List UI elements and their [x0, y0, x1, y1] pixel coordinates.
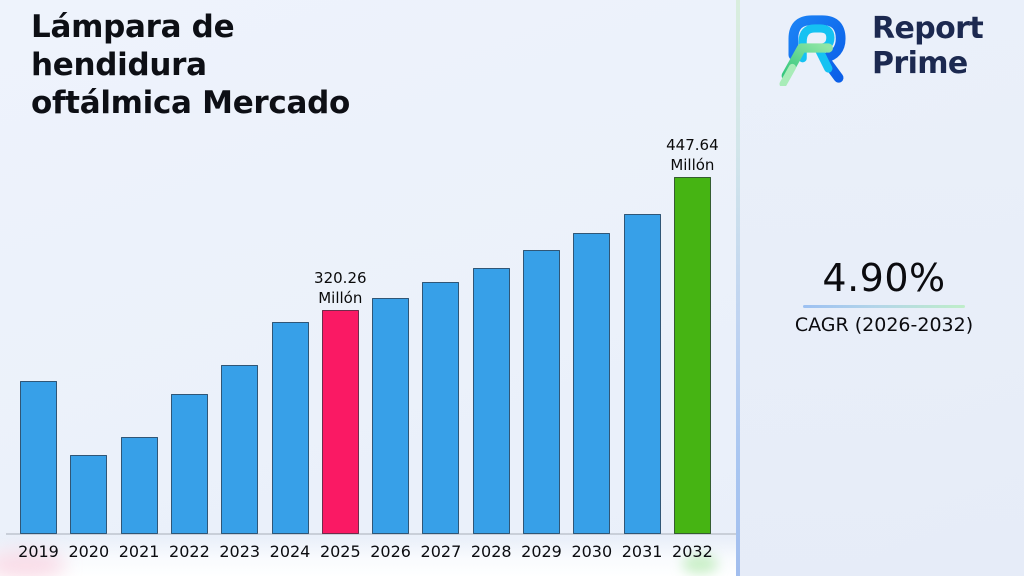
- x-tick-2021: 2021: [118, 542, 160, 561]
- bar-2025: [321, 310, 359, 534]
- x-tick-2029: 2029: [521, 542, 562, 561]
- value-label-line: 447.64: [666, 136, 719, 155]
- bar-2022: [170, 394, 208, 534]
- x-tick-2023: 2023: [219, 542, 261, 561]
- x-axis-line: [6, 533, 736, 535]
- x-tick-2024: 2024: [269, 542, 311, 561]
- bar-2028: [472, 267, 510, 534]
- x-tick-2027: 2027: [420, 542, 462, 561]
- title-line-1: Lámpara de: [31, 9, 235, 45]
- value-label-line: Millón: [318, 289, 363, 308]
- logo: Report Prime: [776, 10, 1006, 86]
- x-tick-2031: 2031: [621, 542, 663, 561]
- watermark-smudge-green: [682, 554, 718, 574]
- bar-2026: [372, 298, 410, 534]
- value-label-2032: 447.64 Millón: [637, 135, 747, 175]
- report-prime-logo-icon: [779, 15, 846, 86]
- x-tick-2028: 2028: [470, 542, 512, 561]
- bar-chart: 2019 2020 2021 2022 2023 2024 2025 2026 2027 2028…: [6, 136, 736, 561]
- bar-2019: [20, 380, 57, 534]
- info-panel: Report Prime 4.90% CAGR (2026-2032): [740, 0, 1024, 576]
- cagr-block: 4.90% CAGR (2026-2032): [774, 256, 994, 336]
- bar-2021: [120, 436, 158, 534]
- value-label-line: Millón: [670, 156, 715, 175]
- bar-2024: [271, 322, 309, 534]
- bar-2027: [422, 282, 460, 534]
- x-tick-2022: 2022: [169, 542, 210, 561]
- value-label-2025: 320.26 Millón: [285, 268, 395, 308]
- bar-2030: [573, 233, 611, 534]
- x-tick-2019: 2019: [18, 542, 59, 561]
- bar-2029: [523, 250, 560, 534]
- cagr-underline: [803, 305, 965, 308]
- bar-2031: [623, 213, 661, 534]
- title-line-2: hendidura: [31, 47, 207, 83]
- logo-word-report: Report: [872, 11, 984, 46]
- chart-bottom-fade: [0, 538, 736, 576]
- value-label-line: 320.26: [314, 269, 367, 288]
- x-tick-2032: 2032: [672, 542, 713, 561]
- panel-divider: [736, 0, 740, 576]
- bar-2032: [673, 177, 711, 534]
- cagr-label: CAGR (2026-2032): [794, 314, 974, 336]
- title-line-3: oftálmica Mercado: [31, 85, 351, 121]
- x-tick-2020: 2020: [68, 542, 110, 561]
- logo-word-prime: Prime: [872, 46, 968, 81]
- bar-2020: [70, 454, 108, 534]
- x-tick-2026: 2026: [370, 542, 411, 561]
- bar-2023: [221, 364, 259, 534]
- x-tick-2030: 2030: [571, 542, 613, 561]
- logo-wordmark: Report Prime: [872, 11, 984, 81]
- chart-panel: Lámpara de hendidura oftálmica Mercado 2…: [0, 8, 736, 576]
- cagr-value: 4.90%: [822, 256, 946, 300]
- page-title: Lámpara de hendidura oftálmica Mercado: [31, 8, 371, 122]
- watermark-smudge-pink: [0, 550, 66, 576]
- x-tick-2025: 2025: [319, 542, 361, 561]
